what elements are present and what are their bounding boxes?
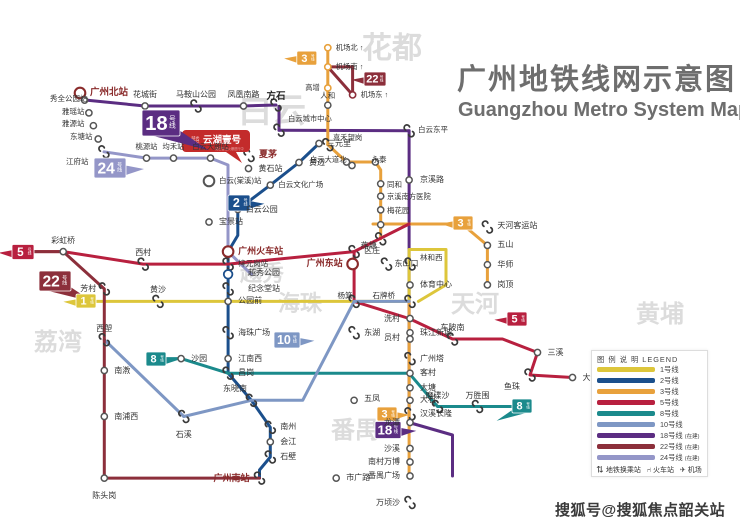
svg-text:1: 1 <box>81 296 87 308</box>
svg-text:海珠: 海珠 <box>278 291 323 316</box>
svg-text:线: 线 <box>28 251 32 256</box>
svg-text:3: 3 <box>301 53 307 65</box>
svg-text:5: 5 <box>512 314 518 326</box>
svg-text:线: 线 <box>169 120 176 129</box>
svg-text:18: 18 <box>145 113 168 135</box>
svg-text:线: 线 <box>62 278 67 286</box>
svg-text:黄埔: 黄埔 <box>636 300 684 328</box>
svg-text:8: 8 <box>151 354 157 366</box>
svg-text:10: 10 <box>277 333 291 347</box>
svg-text:3: 3 <box>458 218 464 230</box>
svg-text:线: 线 <box>394 428 399 434</box>
svg-text:线: 线 <box>90 299 94 304</box>
svg-text:8: 8 <box>517 401 523 413</box>
svg-text:线: 线 <box>293 338 297 344</box>
svg-text:线: 线 <box>526 404 530 409</box>
svg-text:线: 线 <box>380 77 384 82</box>
svg-text:线: 线 <box>311 56 315 61</box>
svg-text:2: 2 <box>233 196 240 210</box>
svg-text:花都: 花都 <box>362 32 422 65</box>
svg-text:线: 线 <box>117 165 122 173</box>
svg-text:线: 线 <box>160 357 164 362</box>
svg-text:线: 线 <box>467 221 471 226</box>
svg-text:番禺: 番禺 <box>330 417 379 444</box>
svg-text:线: 线 <box>521 317 525 322</box>
svg-text:荔湾: 荔湾 <box>34 328 82 356</box>
svg-text:22: 22 <box>42 273 60 290</box>
svg-text:22: 22 <box>366 74 378 86</box>
svg-text:5: 5 <box>17 246 24 259</box>
svg-text:24: 24 <box>97 160 115 177</box>
svg-text:天河: 天河 <box>451 291 499 318</box>
